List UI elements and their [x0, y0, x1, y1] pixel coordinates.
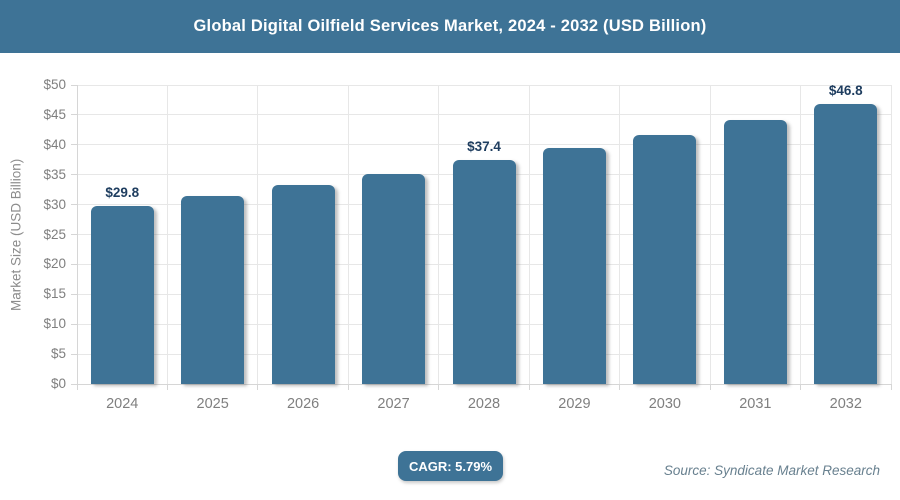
x-axis-tick-label: 2030 [648, 396, 681, 412]
gridline-vertical [709, 85, 711, 384]
y-axis-tick-label: $15 [43, 286, 66, 302]
x-axis-tick [709, 384, 711, 390]
bar-value-label: $46.8 [828, 83, 863, 99]
x-axis-tick [347, 384, 349, 390]
y-axis-tick-label: $20 [43, 256, 66, 272]
bar-2028 [452, 160, 516, 384]
y-axis-tick-label: $25 [43, 226, 66, 242]
chart-title-bar: Global Digital Oilfield Services Market,… [0, 0, 900, 53]
y-axis-tick [71, 234, 77, 235]
x-axis-tick-label: 2028 [467, 396, 501, 412]
bar-2024 [90, 205, 154, 384]
x-axis-tick-label: 2027 [377, 396, 410, 412]
gridline-vertical [257, 85, 259, 384]
bar-2030 [633, 134, 697, 384]
y-axis-tick-label: $30 [43, 196, 66, 212]
y-axis-tick [71, 293, 77, 295]
gridline-vertical [76, 85, 78, 384]
gridline-vertical [619, 85, 621, 384]
gridline-vertical [890, 85, 892, 384]
plot-area: $29.8 $37.4 $46.8 [71, 83, 892, 390]
cagr-badge: CAGR: 5.79% [398, 451, 503, 481]
x-axis-tick-label: 2024 [106, 396, 139, 412]
y-axis-tick [71, 263, 77, 265]
gridline-horizontal [77, 383, 891, 385]
y-axis-tick [71, 174, 77, 176]
y-axis-tick-label: $5 [50, 346, 66, 362]
gridline-horizontal [77, 144, 891, 146]
gridline-horizontal [77, 84, 891, 86]
y-axis-tick [71, 323, 77, 325]
y-axis-tick-label: $50 [43, 77, 66, 92]
bar-value-label: $37.4 [467, 139, 501, 155]
bar-2031 [723, 119, 787, 384]
gridline-vertical [438, 85, 440, 384]
x-axis-tick-label: 2025 [196, 396, 229, 412]
x-axis-tick [800, 384, 802, 390]
x-axis-tick-label: 2032 [829, 396, 862, 412]
x-axis-tick [528, 384, 530, 390]
x-axis-tick [890, 384, 892, 390]
bar-2027 [362, 173, 426, 384]
y-axis-tick [71, 353, 77, 355]
y-axis-tick-label: $10 [43, 316, 66, 332]
gridline-vertical [528, 85, 530, 384]
x-axis-tick [257, 384, 259, 390]
gridline-vertical [347, 85, 349, 384]
cagr-badge-label: CAGR: 5.79% [408, 458, 493, 474]
y-axis-tick-label: $45 [43, 106, 66, 122]
bar-value-label: $29.8 [105, 184, 140, 200]
x-axis-tick [438, 384, 440, 390]
bar-2026 [271, 184, 335, 384]
gridline-vertical [166, 85, 168, 384]
x-axis-tick [76, 384, 78, 390]
y-axis-tick [71, 114, 77, 116]
y-axis-tick-label: $40 [43, 136, 66, 152]
chart-title: Global Digital Oilfield Services Market,… [193, 17, 707, 35]
y-axis-tick [71, 84, 77, 86]
x-axis-tick [166, 384, 168, 390]
y-axis-tick [71, 144, 77, 146]
x-axis-tick-label: 2031 [739, 396, 772, 412]
y-axis-tick-label: $35 [43, 166, 66, 182]
x-axis-tick-label: 2026 [286, 396, 320, 412]
y-axis-tick-label: $0 [50, 376, 66, 391]
x-axis-tick [619, 384, 621, 390]
source-attribution: Source: Syndicate Market Research [663, 463, 880, 478]
bar-2025 [181, 195, 245, 384]
x-axis-tick-label: 2029 [558, 396, 591, 412]
bar-2032 [814, 104, 878, 384]
bar-2029 [542, 147, 606, 384]
y-axis-tick [71, 383, 77, 385]
gridline-horizontal [77, 114, 891, 116]
gridline-vertical [800, 85, 802, 384]
y-axis-tick [71, 204, 77, 206]
